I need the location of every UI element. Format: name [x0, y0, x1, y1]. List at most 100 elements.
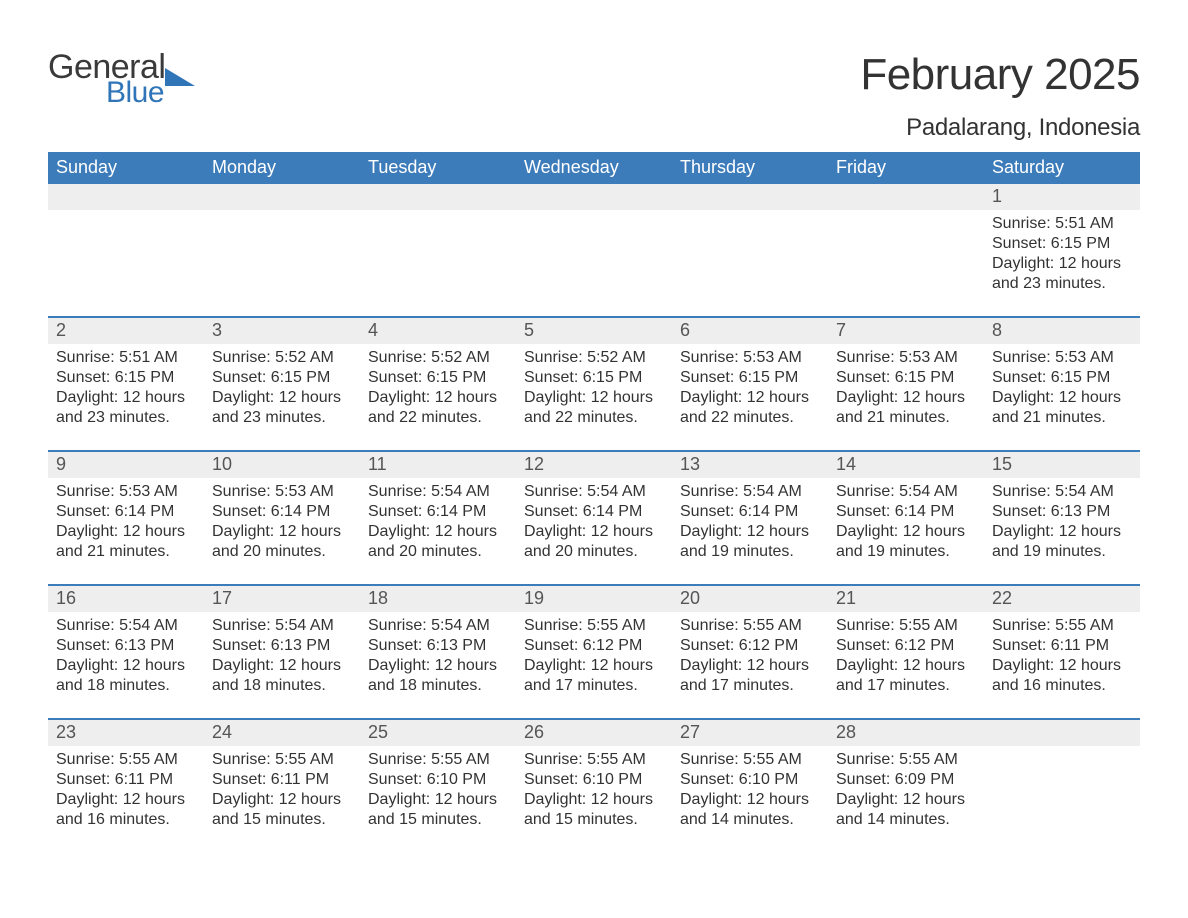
detail-line: Sunrise: 5:55 AM [524, 750, 664, 770]
calendar-cell [48, 184, 204, 316]
detail-line: Daylight: 12 hours [992, 254, 1132, 274]
month-title: February 2025 [860, 50, 1140, 100]
detail-line: Sunrise: 5:55 AM [212, 750, 352, 770]
detail-line: Sunrise: 5:52 AM [212, 348, 352, 368]
detail-line: Daylight: 12 hours [680, 522, 820, 542]
detail-line: Sunset: 6:11 PM [56, 770, 196, 790]
day-number: 11 [360, 452, 516, 478]
detail-line: Daylight: 12 hours [836, 790, 976, 810]
weeks-container: 1Sunrise: 5:51 AMSunset: 6:15 PMDaylight… [48, 184, 1140, 852]
calendar-cell: 9 Sunrise: 5:53 AMSunset: 6:14 PMDaylight… [48, 452, 204, 584]
detail-line: Sunset: 6:13 PM [56, 636, 196, 656]
title-block: February 2025 Padalarang, Indonesia [860, 50, 1140, 142]
detail-line: and 14 minutes. [680, 810, 820, 830]
calendar-cell: 5Sunrise: 5:52 AMSunset: 6:15 PMDaylight… [516, 318, 672, 450]
day-number [672, 184, 828, 210]
calendar-cell: 11Sunrise: 5:54 AMSunset: 6:14 PMDayligh… [360, 452, 516, 584]
day-number: 10 [204, 452, 360, 478]
day-number [204, 184, 360, 210]
detail-line: Sunset: 6:15 PM [212, 368, 352, 388]
detail-line: and 23 minutes. [992, 274, 1132, 294]
calendar-cell: 25Sunrise: 5:55 AMSunset: 6:10 PMDayligh… [360, 720, 516, 852]
day-detail: Sunrise: 5:55 AMSunset: 6:11 PMDaylight:… [48, 746, 204, 830]
detail-line: Sunrise: 5:54 AM [212, 616, 352, 636]
day-number: 12 [516, 452, 672, 478]
calendar-week: 23Sunrise: 5:55 AMSunset: 6:11 PMDayligh… [48, 718, 1140, 852]
detail-line: Sunrise: 5:54 AM [524, 482, 664, 502]
detail-line: Sunset: 6:14 PM [680, 502, 820, 522]
day-detail: Sunrise: 5:52 AMSunset: 6:15 PMDaylight:… [360, 344, 516, 428]
detail-line: Daylight: 12 hours [212, 388, 352, 408]
calendar-cell: 27Sunrise: 5:55 AMSunset: 6:10 PMDayligh… [672, 720, 828, 852]
detail-line: and 15 minutes. [524, 810, 664, 830]
dayhead-sat: Saturday [984, 152, 1140, 184]
detail-line: and 16 minutes. [992, 676, 1132, 696]
detail-line: Sunset: 6:14 PM [368, 502, 508, 522]
detail-line: Sunset: 6:14 PM [56, 502, 196, 522]
header-row: General Blue February 2025 Padalarang, I… [48, 50, 1140, 142]
day-number: 17 [204, 586, 360, 612]
day-number: 9 [48, 452, 204, 478]
day-detail: Sunrise: 5:54 AMSunset: 6:14 PMDaylight:… [360, 478, 516, 562]
detail-line: Sunset: 6:15 PM [56, 368, 196, 388]
logo-triangle-icon [165, 68, 195, 86]
detail-line: Sunset: 6:09 PM [836, 770, 976, 790]
detail-line: and 17 minutes. [680, 676, 820, 696]
detail-line: and 14 minutes. [836, 810, 976, 830]
day-detail: Sunrise: 5:53 AMSunset: 6:15 PMDaylight:… [984, 344, 1140, 428]
calendar-cell: 23Sunrise: 5:55 AMSunset: 6:11 PMDayligh… [48, 720, 204, 852]
detail-line: Sunrise: 5:52 AM [368, 348, 508, 368]
day-number: 13 [672, 452, 828, 478]
dayhead-tue: Tuesday [360, 152, 516, 184]
detail-line: Daylight: 12 hours [680, 656, 820, 676]
detail-line: and 18 minutes. [212, 676, 352, 696]
detail-line: Sunset: 6:11 PM [992, 636, 1132, 656]
detail-line: Daylight: 12 hours [992, 656, 1132, 676]
calendar-cell: 8Sunrise: 5:53 AMSunset: 6:15 PMDaylight… [984, 318, 1140, 450]
detail-line: Daylight: 12 hours [524, 790, 664, 810]
detail-line: Sunset: 6:15 PM [680, 368, 820, 388]
detail-line: and 18 minutes. [368, 676, 508, 696]
calendar-cell: 26Sunrise: 5:55 AMSunset: 6:10 PMDayligh… [516, 720, 672, 852]
detail-line: Sunrise: 5:54 AM [680, 482, 820, 502]
day-detail: Sunrise: 5:54 AMSunset: 6:13 PMDaylight:… [984, 478, 1140, 562]
day-number: 2 [48, 318, 204, 344]
calendar-cell [516, 184, 672, 316]
day-number: 5 [516, 318, 672, 344]
day-number: 4 [360, 318, 516, 344]
detail-line: and 19 minutes. [680, 542, 820, 562]
calendar-cell: 24Sunrise: 5:55 AMSunset: 6:11 PMDayligh… [204, 720, 360, 852]
logo: General Blue [48, 50, 195, 108]
detail-line: Daylight: 12 hours [836, 388, 976, 408]
detail-line: Sunrise: 5:54 AM [992, 482, 1132, 502]
detail-line: and 22 minutes. [368, 408, 508, 428]
detail-line: Daylight: 12 hours [56, 522, 196, 542]
day-detail: Sunrise: 5:51 AMSunset: 6:15 PMDaylight:… [48, 344, 204, 428]
detail-line: Sunset: 6:13 PM [368, 636, 508, 656]
calendar-cell [204, 184, 360, 316]
day-detail: Sunrise: 5:55 AMSunset: 6:10 PMDaylight:… [516, 746, 672, 830]
detail-line: Sunset: 6:12 PM [680, 636, 820, 656]
day-detail: Sunrise: 5:54 AMSunset: 6:14 PMDaylight:… [672, 478, 828, 562]
detail-line: Daylight: 12 hours [212, 522, 352, 542]
detail-line: Sunset: 6:15 PM [524, 368, 664, 388]
day-number [360, 184, 516, 210]
calendar: Sunday Monday Tuesday Wednesday Thursday… [48, 152, 1140, 852]
detail-line: Sunrise: 5:55 AM [992, 616, 1132, 636]
detail-line: Sunrise: 5:54 AM [368, 482, 508, 502]
day-detail: Sunrise: 5:55 AMSunset: 6:12 PMDaylight:… [516, 612, 672, 696]
detail-line: and 19 minutes. [836, 542, 976, 562]
calendar-cell [672, 184, 828, 316]
day-number: 25 [360, 720, 516, 746]
detail-line: Sunrise: 5:53 AM [836, 348, 976, 368]
detail-line: and 19 minutes. [992, 542, 1132, 562]
detail-line: Daylight: 12 hours [992, 388, 1132, 408]
detail-line: and 18 minutes. [56, 676, 196, 696]
day-detail: Sunrise: 5:54 AMSunset: 6:13 PMDaylight:… [204, 612, 360, 696]
day-detail: Sunrise: 5:54 AMSunset: 6:13 PMDaylight:… [360, 612, 516, 696]
detail-line: Sunrise: 5:53 AM [56, 482, 196, 502]
detail-line: and 20 minutes. [524, 542, 664, 562]
day-header-row: Sunday Monday Tuesday Wednesday Thursday… [48, 152, 1140, 184]
day-detail: Sunrise: 5:51 AMSunset: 6:15 PMDaylight:… [984, 210, 1140, 294]
calendar-cell: 2Sunrise: 5:51 AMSunset: 6:15 PMDaylight… [48, 318, 204, 450]
